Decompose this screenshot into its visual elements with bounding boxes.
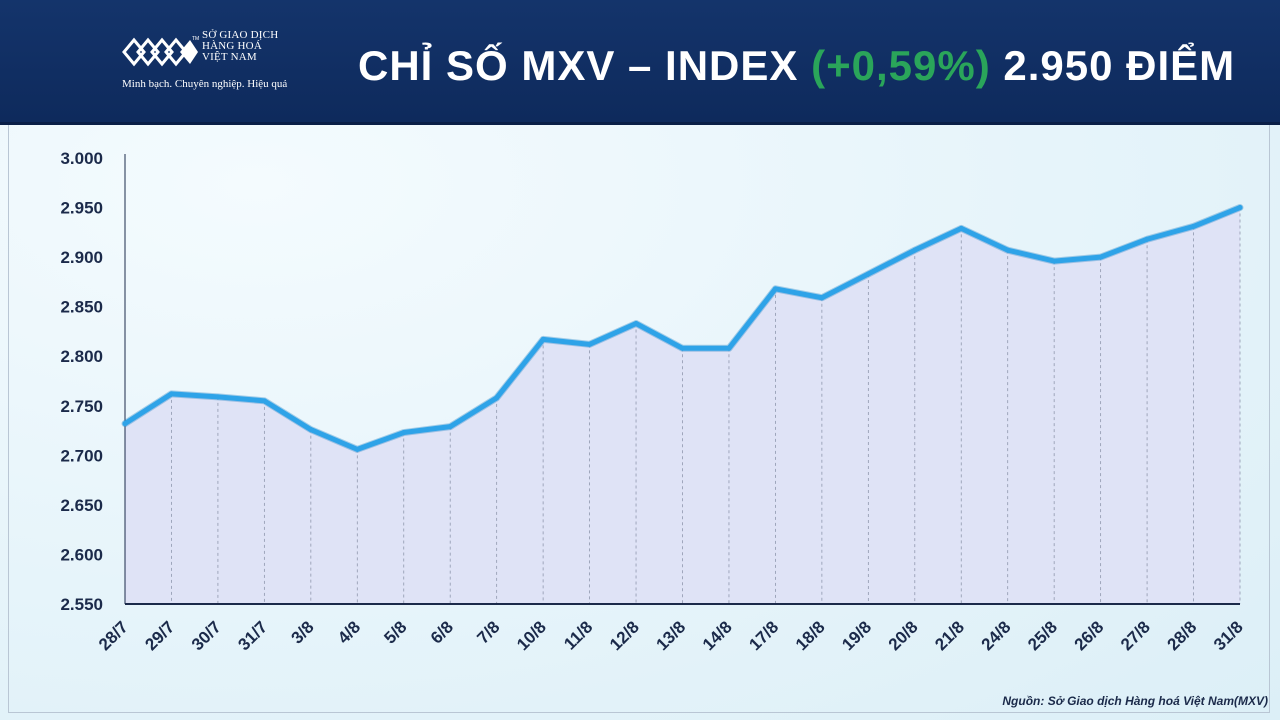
data-point	[401, 430, 407, 436]
svg-text:TM: TM	[192, 36, 199, 42]
data-point	[680, 345, 685, 351]
data-point	[772, 286, 778, 292]
data-point	[308, 427, 314, 433]
data-point	[354, 446, 360, 452]
page-title: CHỈ SỐ MXV – INDEX (+0,59%) 2.950 ĐIỂM	[358, 38, 1235, 94]
x-tick-label: 20/8	[885, 617, 922, 654]
x-tick-label: 4/8	[334, 617, 364, 647]
y-tick-label: 2.700	[60, 446, 103, 465]
y-tick-label: 2.750	[60, 397, 103, 416]
x-tick-label: 31/8	[1210, 617, 1247, 654]
logo-tagline: Minh bạch. Chuyên nghiệp. Hiệu quả	[122, 78, 288, 90]
data-point	[494, 395, 500, 401]
x-tick-label: 3/8	[288, 617, 318, 647]
x-tick-label: 12/8	[606, 617, 643, 654]
x-tick-label: 11/8	[560, 617, 596, 653]
logo-org-name: SỞ GIAO DỊCH HÀNG HOÁ VIỆT NAM	[202, 29, 279, 63]
data-point	[1191, 223, 1197, 229]
x-tick-label: 28/7	[95, 617, 132, 654]
x-tick-label: 17/8	[745, 617, 782, 654]
data-point	[1098, 254, 1104, 260]
x-tick-label: 30/7	[188, 617, 225, 654]
title-change-percent: (+0,59%)	[811, 42, 991, 89]
data-point	[587, 341, 593, 347]
y-tick-label: 2.550	[60, 595, 103, 614]
data-point	[819, 295, 825, 301]
data-point	[633, 321, 639, 327]
x-tick-label: 14/8	[699, 617, 736, 654]
y-tick-label: 3.000	[60, 149, 103, 168]
x-tick-label: 19/8	[838, 617, 875, 654]
x-tick-label: 21/8	[931, 617, 968, 654]
data-point	[540, 336, 546, 342]
data-point	[122, 421, 128, 427]
title-index-value: 2.950 ĐIỂM	[990, 42, 1236, 89]
x-tick-label: 29/7	[141, 617, 178, 654]
x-tick-label: 6/8	[427, 617, 457, 647]
x-tick-label: 27/8	[1117, 617, 1154, 654]
header-banner: TM SỞ GIAO DỊCH HÀNG HOÁ VIỆT NAM Minh b…	[0, 0, 1280, 125]
x-tick-label: 5/8	[380, 617, 410, 647]
y-tick-label: 2.950	[60, 199, 103, 218]
y-tick-label: 2.600	[60, 545, 103, 564]
area-fill	[125, 207, 1240, 605]
y-tick-label: 2.850	[60, 298, 103, 317]
x-tick-label: 10/8	[513, 617, 550, 654]
mxv-logo: TM SỞ GIAO DỊCH HÀNG HOÁ VIỆT NAM Minh b…	[120, 28, 320, 98]
source-note: Nguồn: Sở Giao dịch Hàng hoá Việt Nam(MX…	[1002, 694, 1268, 708]
x-tick-label: 31/7	[234, 617, 271, 654]
data-point	[865, 271, 871, 277]
data-point	[1144, 236, 1150, 242]
mxv-logo-icon: TM	[122, 36, 199, 67]
data-point	[1237, 205, 1243, 211]
data-point	[1051, 258, 1057, 264]
data-point	[168, 391, 174, 397]
x-tick-label: 7/8	[473, 617, 503, 647]
data-point	[215, 394, 221, 400]
y-tick-label: 2.650	[60, 496, 103, 515]
data-point	[261, 398, 267, 404]
y-tick-label: 2.800	[60, 347, 103, 366]
data-point	[447, 424, 453, 430]
x-tick-label: 18/8	[792, 617, 829, 654]
title-prefix: CHỈ SỐ MXV – INDEX	[358, 42, 812, 89]
y-tick-label: 2.900	[60, 248, 103, 267]
x-tick-label: 24/8	[978, 617, 1015, 654]
data-point	[912, 247, 918, 253]
x-tick-label: 13/8	[652, 617, 689, 654]
data-point	[726, 345, 732, 351]
x-tick-label: 26/8	[1071, 617, 1108, 654]
data-point	[1005, 247, 1011, 253]
data-point	[958, 225, 964, 231]
x-tick-label: 28/8	[1164, 617, 1201, 654]
x-tick-label: 25/8	[1024, 617, 1061, 654]
chart-frame	[8, 125, 1270, 713]
